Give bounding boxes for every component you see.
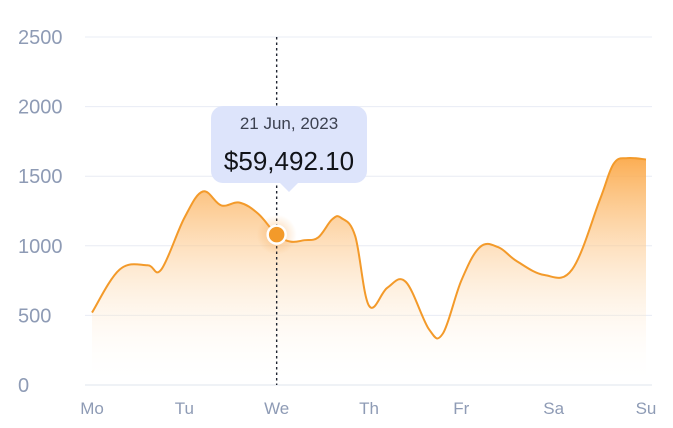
x-tick-label: Th [359, 399, 379, 418]
tooltip-arrow [279, 182, 299, 192]
x-tick-label: Mo [80, 399, 104, 418]
series-area [92, 157, 646, 385]
series-line [91, 156, 647, 340]
y-tick-label: 1500 [18, 166, 63, 188]
x-tick-label: Tu [175, 399, 194, 418]
tooltip-value: $59,492.10 [223, 146, 355, 176]
y-axis: 0 500 1000 1500 2000 2500 [18, 27, 63, 397]
y-tick-label: 2500 [18, 27, 63, 49]
tooltip: 21 Jun, 2023 $59,492.10 [211, 106, 367, 192]
x-tick-label: Sa [543, 399, 564, 418]
y-tick-label: 1000 [18, 236, 63, 258]
tooltip-date: 21 Jun, 2023 [239, 114, 339, 133]
x-tick-label: Fr [453, 399, 469, 418]
y-tick-label: 2000 [18, 97, 63, 119]
y-tick-label: 0 [18, 375, 29, 397]
x-tick-label: We [264, 399, 289, 418]
tooltip-box [211, 106, 367, 183]
highlight-point[interactable] [266, 224, 287, 245]
x-axis: Mo Tu We Th Fr Sa Su [80, 399, 656, 418]
y-tick-label: 500 [18, 305, 51, 327]
x-tick-label: Su [636, 399, 657, 418]
